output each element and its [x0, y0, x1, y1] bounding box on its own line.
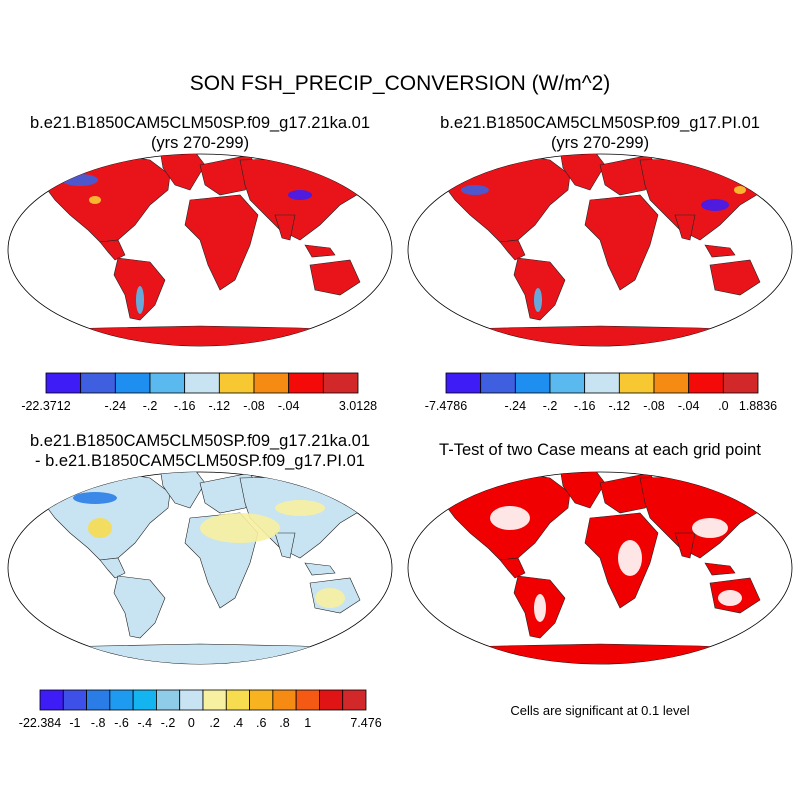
colorbar-box [288, 372, 324, 394]
figure-title: SON FSH_PRECIP_CONVERSION (W/m^2) [189, 72, 611, 95]
colorbar-box [272, 689, 297, 711]
colorbar-box [202, 689, 227, 711]
colorbar-label: 3.0128 [339, 399, 377, 413]
colorbar-box [80, 372, 116, 394]
colorbar-label: .8 [279, 716, 289, 730]
colorbar-label: -.08 [243, 399, 265, 413]
colorbar-box [62, 689, 87, 711]
colorbar-box [45, 372, 82, 394]
colorbar-label: -.4 [137, 716, 152, 730]
colorbar-box [39, 689, 64, 711]
colorbar-label: -.24 [505, 399, 527, 413]
land-field [419, 154, 781, 346]
colorbar-box [319, 689, 344, 711]
colorbar-2: -7.4786 -.24 -.2 -.16 -.12 -.08 -.04 .0 1.8836 [425, 372, 777, 413]
colorbar-label: -.8 [91, 716, 106, 730]
colorbar-box [688, 372, 724, 394]
map-panel-1 [7, 153, 393, 347]
colorbar-label: .6 [256, 716, 266, 730]
panel-1-title-line-2: (yrs 270-299) [150, 134, 250, 152]
colorbar-box [722, 372, 759, 394]
colorbar-box [218, 372, 255, 394]
land-field [19, 472, 381, 664]
colorbar-label: -.04 [278, 399, 300, 413]
colorbar-label: .2 [209, 716, 219, 730]
colorbar-box [109, 689, 134, 711]
colorbar-label: -.2 [143, 399, 158, 413]
colorbar-box [149, 372, 186, 394]
colorbar-box [480, 372, 516, 394]
panel-4-title: T-Test of two Case means at each grid po… [400, 440, 800, 460]
colorbar-box [179, 689, 204, 711]
colorbar-box [249, 689, 274, 711]
colorbar-label: -1 [69, 716, 80, 730]
map-panel-2 [407, 153, 793, 347]
colorbar-label: -7.4786 [425, 399, 467, 413]
colorbar-box [156, 689, 181, 711]
colorbar-label: -.2 [161, 716, 176, 730]
panel-3-title: b.e21.B1850CAM5CLM50SP.f09_g17.21ka.01 -… [0, 431, 400, 471]
colorbar-label: .0 [718, 399, 728, 413]
colorbar-box [132, 689, 157, 711]
colorbar-label: .4 [233, 716, 243, 730]
panel-2-title: b.e21.B1850CAM5CLM50SP.f09_g17.PI.01 (yr… [400, 113, 800, 153]
colorbar-label: -.08 [643, 399, 665, 413]
colorbar-label: -.24 [105, 399, 127, 413]
colorbar-label: 7.476 [350, 716, 381, 730]
colorbar-box [184, 372, 220, 394]
colorbar-box [653, 372, 690, 394]
colorbar-label: -.12 [209, 399, 231, 413]
panel-2-title-line-2: (yrs 270-299) [550, 134, 650, 152]
panel-1-title-line-1: b.e21.B1850CAM5CLM50SP.f09_g17.21ka.01 [29, 114, 371, 132]
colorbar-box [514, 372, 551, 394]
colorbar-label: 1 [304, 716, 311, 730]
colorbar-label: -.6 [114, 716, 129, 730]
colorbar-box [618, 372, 655, 394]
colorbar-box [445, 372, 482, 394]
colorbar-box [342, 689, 367, 711]
colorbar-box [295, 689, 320, 711]
colorbar-box [253, 372, 290, 394]
panel-3-title-line-2: - b.e21.B1850CAM5CLM50SP.f09_g17.PI.01 [35, 452, 365, 470]
colorbar-label: -22.384 [19, 716, 61, 730]
colorbar-label: -.2 [543, 399, 558, 413]
colorbar-label: -.16 [174, 399, 196, 413]
colorbar-label: -.12 [609, 399, 631, 413]
panel-3-title-line-1: b.e21.B1850CAM5CLM50SP.f09_g17.21ka.01 [29, 432, 371, 450]
colorbar-3: -22.384 -1 -.8 -.6 -.4 -.2 0 .2 .4 .6 .8 1 7.476 [19, 689, 382, 730]
map-panel-4 [407, 471, 793, 665]
land-field [19, 154, 381, 346]
colorbar-label: 1.8836 [739, 399, 777, 413]
colorbar-box [225, 689, 250, 711]
colorbar-box [549, 372, 586, 394]
panel-2-title-line-1: b.e21.B1850CAM5CLM50SP.f09_g17.PI.01 [440, 114, 760, 132]
colorbar-1: -22.3712 -.24 -.2 -.16 -.12 -.08 -.04 3.0128 [21, 372, 377, 413]
colorbar-label: -.04 [678, 399, 700, 413]
colorbar-label: -22.3712 [21, 399, 70, 413]
panel-4-title-line-1: T-Test of two Case means at each grid po… [439, 441, 761, 459]
colorbar-label: -.16 [574, 399, 596, 413]
colorbar-box [86, 689, 111, 711]
panel-1-title: b.e21.B1850CAM5CLM50SP.f09_g17.21ka.01 (… [0, 113, 400, 153]
colorbar-label: 0 [188, 716, 195, 730]
colorbar-box [114, 372, 151, 394]
significance-note: Cells are significant at 0.1 level [510, 703, 690, 718]
land-field [419, 472, 781, 664]
colorbar-box [322, 372, 359, 394]
map-panel-3 [7, 471, 393, 665]
colorbar-box [584, 372, 620, 394]
